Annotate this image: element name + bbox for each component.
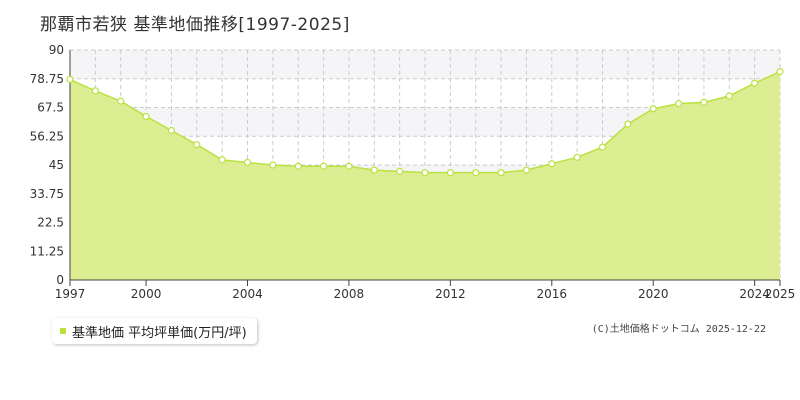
data-point	[142, 112, 150, 121]
y-tick-label: 90	[49, 43, 64, 57]
data-point	[345, 162, 353, 170]
data-point	[91, 87, 99, 95]
data-point	[548, 160, 556, 168]
data-point	[421, 169, 429, 177]
x-tick-label: 1997	[55, 287, 86, 301]
x-tick-label: 2020	[638, 287, 669, 301]
x-tick-label: 2012	[435, 287, 466, 301]
data-point	[624, 120, 632, 128]
data-point	[700, 98, 708, 106]
y-tick-label: 67.5	[37, 101, 64, 115]
y-tick-label: 11.25	[30, 244, 64, 258]
x-tick-label: 2024	[739, 287, 770, 301]
copyright-text: (C)土地価格ドットコム 2025-12-22	[591, 324, 766, 335]
legend-label: 基準地価 平均坪単価(万円/坪)	[72, 325, 247, 341]
data-point	[674, 100, 683, 108]
data-point	[649, 105, 657, 113]
legend: 基準地価 平均坪単価(万円/坪)	[52, 318, 257, 344]
data-point	[218, 156, 226, 164]
y-tick-label: 78.75	[30, 72, 64, 86]
data-point	[167, 126, 176, 135]
data-point	[319, 162, 328, 170]
x-tick-label: 2008	[334, 287, 365, 301]
x-tick-label: 2016	[537, 287, 568, 301]
data-point	[446, 169, 454, 177]
data-point	[725, 92, 733, 100]
data-point	[573, 153, 581, 161]
y-tick-label: 22.5	[37, 216, 64, 230]
data-point	[522, 166, 531, 174]
x-tick-label: 2004	[232, 287, 263, 301]
data-point	[294, 162, 302, 170]
data-point	[193, 140, 201, 149]
data-point	[269, 161, 277, 169]
data-point	[243, 158, 252, 167]
data-point	[598, 143, 607, 151]
y-tick-label: 56.25	[30, 129, 64, 143]
data-point	[117, 97, 125, 105]
x-tick-label: 2025	[765, 287, 796, 301]
chart-title: 那覇市若狭 基準地価推移[1997-2025]	[40, 15, 350, 35]
y-tick-label: 33.75	[30, 187, 64, 201]
y-tick-label: 45	[49, 158, 64, 172]
legend-swatch-icon	[60, 328, 66, 334]
x-tick-label: 2000	[131, 287, 162, 301]
data-point	[472, 169, 480, 177]
y-tick-label: 0	[56, 273, 64, 287]
data-point	[776, 68, 784, 76]
data-point	[66, 75, 74, 83]
data-point	[370, 166, 378, 174]
data-point	[497, 169, 505, 177]
data-point	[751, 79, 759, 87]
data-point	[396, 167, 404, 175]
